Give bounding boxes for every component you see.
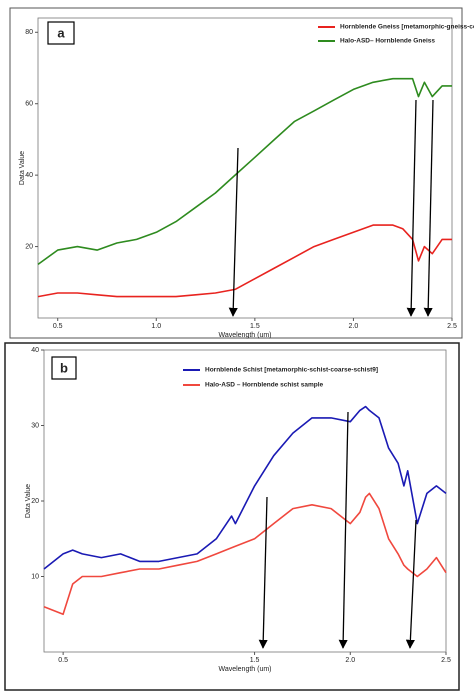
y-tick-label: 40 <box>25 172 33 179</box>
y-tick-label: 20 <box>31 498 39 505</box>
panel-label: b <box>60 360 68 375</box>
charts: 20 40 60 80 0.5 1.0 1.5 2.0 2.5 Wavelength (um) Da… <box>19 17 474 673</box>
arrow <box>228 147 239 317</box>
x-tick-label: 2.0 <box>345 657 355 664</box>
x-axis-label: Wavelength (um) <box>218 666 271 673</box>
x-tick-label: 0.5 <box>58 657 68 664</box>
panel-border <box>4 342 460 691</box>
series-line <box>43 405 447 570</box>
y-axis-label: Data Value <box>25 484 32 518</box>
plot-area <box>37 17 453 319</box>
y-tick-label: 10 <box>31 573 39 580</box>
series-line <box>37 77 452 266</box>
legend-label: Hornblende Schist [metamorphic-schist-co… <box>205 367 378 374</box>
y-tick-label: 60 <box>25 101 33 108</box>
y-tick-label: 20 <box>25 243 33 250</box>
series-line <box>43 492 447 616</box>
x-tick-label: 1.5 <box>250 657 260 664</box>
legend-label: Halo-ASD– Hornblende Gneiss <box>340 38 435 45</box>
y-tick-label: 80 <box>25 29 33 36</box>
x-tick-label: 2.0 <box>349 323 359 330</box>
panel-label-box <box>47 21 75 45</box>
arrow <box>338 411 349 649</box>
panel-label-box <box>51 356 77 380</box>
series-line <box>37 224 452 298</box>
panel-border <box>9 7 463 339</box>
x-tick-label: 0.5 <box>53 323 63 330</box>
y-tick-label: 30 <box>31 422 39 429</box>
x-tick-label: 1.0 <box>151 323 161 330</box>
arrow <box>258 496 268 649</box>
legend-label: Hornblende Gneiss [metamorphic-gneiss-co <box>340 24 474 31</box>
x-axis-label: Wavelength (um) <box>218 332 271 339</box>
plot-area <box>43 349 447 653</box>
arrow <box>405 519 417 649</box>
y-axis-label: Data Value <box>19 151 26 185</box>
arrow <box>423 99 434 317</box>
x-tick-label: 2.5 <box>447 323 457 330</box>
legend-label: Halo-ASD – Hornblende schist sample <box>205 382 323 389</box>
arrows <box>228 99 434 649</box>
x-tick-label: 1.5 <box>250 323 260 330</box>
x-tick-label: 2.5 <box>441 657 451 664</box>
arrow <box>406 99 417 317</box>
y-tick-label: 40 <box>31 347 39 354</box>
panel-label: a <box>57 25 65 40</box>
